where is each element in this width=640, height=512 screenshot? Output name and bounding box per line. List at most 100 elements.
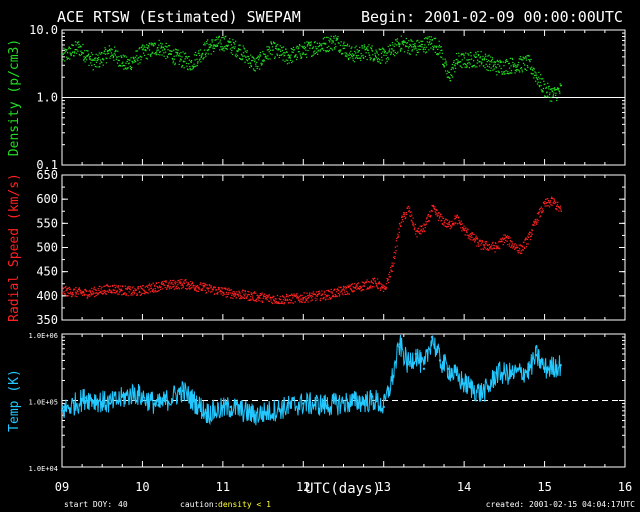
speed-point	[227, 293, 229, 295]
density-point	[540, 84, 542, 87]
density-point	[430, 47, 432, 49]
speed-point	[160, 283, 162, 285]
speed-point	[182, 285, 184, 287]
speed-point	[165, 280, 167, 282]
density-point	[79, 45, 82, 47]
density-point	[456, 58, 458, 61]
speed-point	[383, 288, 385, 290]
speed-point	[412, 217, 414, 219]
density-point	[555, 94, 557, 96]
density-point	[272, 49, 274, 51]
speed-point	[382, 286, 384, 288]
speed-point	[232, 297, 234, 299]
speed-point	[454, 217, 457, 219]
density-point	[352, 59, 354, 61]
speed-point	[193, 287, 195, 289]
speed-point	[420, 233, 422, 235]
density-point	[234, 43, 236, 45]
temp-point	[382, 405, 385, 409]
density-point	[199, 54, 201, 56]
density-point	[210, 45, 212, 47]
speed-point	[231, 294, 233, 296]
density-point	[551, 90, 553, 92]
density-point	[530, 58, 532, 60]
density-point	[443, 65, 445, 67]
density-point	[130, 57, 132, 59]
density-point	[256, 67, 258, 69]
speed-point	[458, 216, 460, 219]
density-point	[83, 56, 85, 58]
density-point	[374, 59, 376, 61]
speed-point	[361, 289, 363, 292]
density-point	[509, 72, 511, 74]
speed-point	[497, 247, 499, 250]
speed-point	[433, 208, 436, 210]
speed-point	[274, 302, 276, 304]
speed-point	[386, 287, 388, 289]
speed-point	[495, 248, 497, 250]
density-point	[171, 57, 173, 60]
density-point	[140, 47, 142, 49]
temp-point	[277, 407, 281, 411]
speed-point	[296, 297, 298, 299]
density-point	[555, 89, 557, 91]
density-point	[499, 61, 501, 64]
speed-point	[341, 292, 343, 294]
speed-point	[195, 287, 197, 289]
density-point	[545, 86, 547, 88]
density-point	[450, 74, 452, 76]
speed-point	[441, 223, 443, 225]
density-point	[293, 49, 295, 51]
speed-point	[510, 246, 513, 248]
density-point	[246, 50, 248, 52]
speed-point	[162, 283, 164, 285]
speed-point	[384, 288, 386, 290]
speed-point	[77, 293, 79, 295]
density-point	[508, 62, 510, 64]
density-point	[205, 55, 207, 57]
density-point	[85, 57, 87, 59]
density-point	[275, 46, 277, 48]
speed-point	[308, 297, 310, 299]
density-point	[160, 42, 162, 44]
speed-point	[86, 294, 88, 296]
density-point	[213, 44, 215, 46]
speed-point	[149, 291, 151, 293]
speed-point	[440, 213, 442, 215]
density-point	[140, 56, 142, 58]
speed-point	[481, 241, 484, 243]
speed-point	[309, 292, 311, 294]
speed-point	[179, 282, 182, 284]
speed-point	[465, 227, 467, 229]
speed-point	[435, 214, 437, 216]
density-point	[364, 49, 366, 51]
density-point	[487, 55, 489, 57]
speed-point	[354, 283, 356, 285]
caution-value: density < 1	[218, 500, 271, 509]
speed-point	[65, 288, 68, 290]
speed-point	[132, 294, 134, 296]
density-point	[221, 37, 223, 39]
density-point	[222, 36, 224, 38]
density-point	[393, 50, 395, 52]
speed-point	[448, 223, 451, 225]
density-point	[268, 51, 270, 53]
speed-point	[498, 240, 500, 242]
density-point	[461, 59, 463, 61]
speed-point	[154, 284, 156, 286]
speed-point	[286, 298, 289, 300]
speed-point	[405, 217, 407, 219]
density-point	[406, 42, 409, 44]
speed-point	[207, 287, 209, 289]
speed-point	[142, 285, 144, 287]
speed-point	[402, 213, 405, 215]
density-point	[478, 60, 480, 63]
speed-point	[84, 289, 86, 291]
density-point	[334, 35, 337, 37]
density-point	[281, 49, 284, 52]
density-point	[406, 45, 408, 47]
speed-point	[143, 291, 146, 293]
speed-point	[250, 293, 253, 295]
density-point	[104, 53, 106, 55]
density-point	[413, 48, 415, 50]
